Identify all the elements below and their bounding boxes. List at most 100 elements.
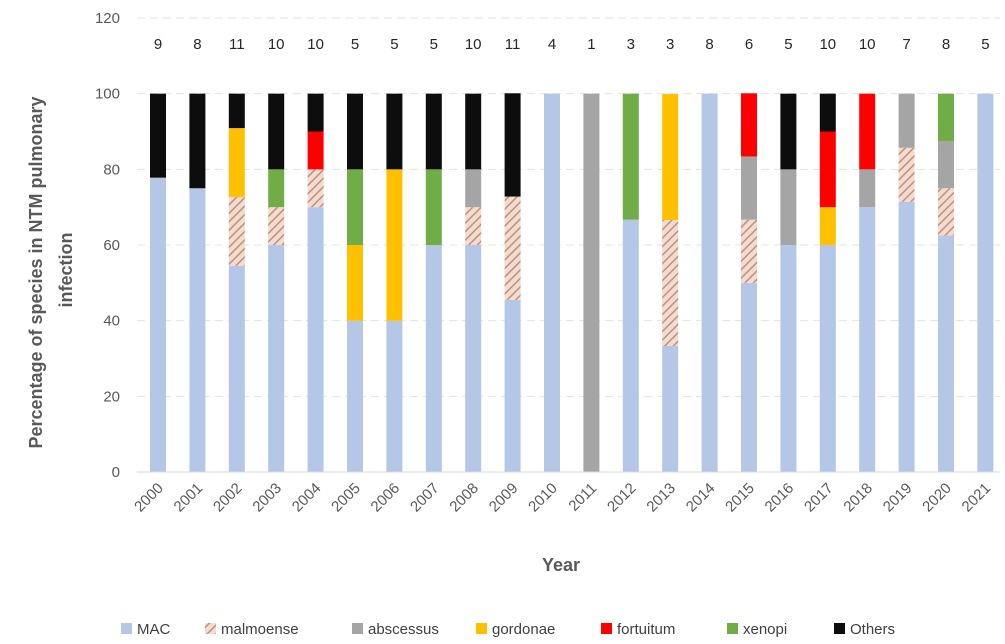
x-tick-label: 2009 bbox=[486, 480, 522, 516]
bar-segment-malmoense bbox=[741, 219, 757, 283]
y-tick-label: 120 bbox=[95, 10, 120, 27]
bar-segment-malmoense bbox=[938, 188, 954, 236]
bar-segment-others bbox=[228, 93, 245, 129]
count-label: 10 bbox=[307, 36, 324, 53]
y-tick-label: 60 bbox=[103, 237, 120, 254]
count-label: 5 bbox=[390, 36, 398, 53]
count-label: 10 bbox=[465, 36, 482, 53]
bar-segment-malmoense bbox=[662, 220, 679, 347]
count-label: 5 bbox=[784, 36, 792, 53]
count-label: 3 bbox=[666, 36, 674, 53]
y-axis-title-line-2: infection bbox=[56, 233, 76, 308]
legend-swatch-gordonae bbox=[476, 623, 487, 634]
x-tick-label: 2015 bbox=[722, 480, 758, 516]
bar-segment-gordonae bbox=[347, 245, 363, 321]
count-label: 7 bbox=[902, 36, 910, 53]
bar-segment-abscessus bbox=[780, 169, 797, 245]
count-label: 10 bbox=[819, 36, 836, 53]
bar-segment-others bbox=[425, 93, 442, 170]
bar-segment-others bbox=[780, 93, 797, 170]
y-tick-label: 20 bbox=[103, 388, 120, 405]
count-label: 11 bbox=[505, 36, 521, 53]
count-label: 11 bbox=[229, 36, 245, 53]
bar-segment-xenopi bbox=[268, 169, 285, 208]
legend-swatch-mac bbox=[121, 623, 132, 634]
x-tick-label: 2008 bbox=[446, 480, 482, 516]
bar-segment-abscessus bbox=[583, 93, 600, 473]
bar-segment-malmoense bbox=[228, 196, 245, 266]
count-label: 5 bbox=[430, 36, 438, 53]
bar-segment-mac bbox=[938, 235, 954, 472]
bar-segment-malmoense bbox=[307, 169, 324, 208]
legend-label-xenopi: xenopi bbox=[743, 621, 787, 638]
legend-label-others: Others bbox=[850, 621, 895, 638]
x-tick-label: 2001 bbox=[171, 480, 207, 516]
bar-segment-abscessus bbox=[898, 93, 915, 148]
bar-segment-mac bbox=[859, 207, 876, 472]
bar-segment-mac bbox=[741, 282, 757, 472]
count-label: 8 bbox=[942, 36, 950, 53]
bar-segment-others bbox=[189, 93, 206, 189]
bar-segment-fortuitum bbox=[307, 131, 324, 170]
x-tick-label: 2002 bbox=[210, 480, 246, 516]
y-tick-labels: 0 20 40 60 80 100 120 bbox=[95, 10, 120, 481]
bar-segment-others bbox=[819, 93, 836, 132]
x-tick-labels: 2000 2001 2002 2003 2004 2005 2006 2007 2008 2009… bbox=[131, 480, 994, 516]
count-label: 9 bbox=[154, 36, 162, 53]
legend-swatch-others bbox=[834, 623, 845, 634]
bar-segment-mac bbox=[504, 299, 521, 472]
bar-segment-abscessus bbox=[465, 169, 482, 208]
legend-label-gordonae: gordonae bbox=[492, 621, 555, 638]
legend-swatch-xenopi bbox=[727, 623, 738, 634]
x-tick-label: 2018 bbox=[840, 480, 876, 516]
bar-segment-mac bbox=[228, 265, 245, 472]
bar-segment-mac bbox=[386, 320, 403, 472]
bar-segment-malmoense bbox=[268, 207, 285, 245]
y-tick-label: 40 bbox=[103, 313, 120, 330]
legend-swatch-abscessus bbox=[352, 623, 363, 634]
bar-segment-others bbox=[268, 93, 285, 170]
x-tick-label: 2013 bbox=[643, 480, 679, 516]
bar-segment-malmoense bbox=[465, 207, 482, 245]
legend-swatch-malmoense bbox=[205, 623, 216, 634]
x-tick-label: 2007 bbox=[407, 480, 443, 516]
x-axis-title: Year bbox=[542, 555, 580, 575]
legend-label-malmoense: malmoense bbox=[221, 621, 299, 638]
count-label: 3 bbox=[627, 36, 635, 53]
x-tick-label: 2000 bbox=[131, 480, 167, 516]
count-label: 5 bbox=[981, 36, 989, 53]
bar-segment-xenopi bbox=[622, 93, 639, 220]
count-label: 10 bbox=[268, 36, 285, 53]
bar-segment-mac bbox=[347, 320, 363, 472]
bar-segment-abscessus bbox=[859, 169, 876, 208]
x-tick-label: 2014 bbox=[683, 480, 719, 516]
bar-segment-mac bbox=[465, 245, 482, 472]
bar-segment-others bbox=[504, 93, 521, 197]
legend-label-abscessus: abscessus bbox=[368, 621, 439, 638]
bar-segment-gordonae bbox=[386, 169, 403, 321]
bar-segment-mac bbox=[150, 177, 166, 472]
bar-segment-mac bbox=[977, 93, 994, 473]
bar-segment-malmoense bbox=[504, 196, 521, 300]
bar-segment-mac bbox=[544, 93, 560, 473]
y-axis-title: Percentage of species in NTM pulmonary i… bbox=[26, 91, 76, 448]
x-tick-label: 2020 bbox=[919, 480, 955, 516]
bar-segment-abscessus bbox=[938, 140, 954, 189]
legend-label-fortuitum: fortuitum bbox=[617, 621, 675, 638]
bar-segment-abscessus bbox=[741, 156, 757, 220]
x-tick-label: 2016 bbox=[762, 480, 798, 516]
count-label: 8 bbox=[193, 36, 201, 53]
bar-segment-malmoense bbox=[898, 147, 915, 202]
x-tick-label: 2017 bbox=[801, 480, 837, 516]
x-tick-label: 2005 bbox=[328, 480, 364, 516]
bar-segment-fortuitum bbox=[819, 131, 836, 208]
x-tick-label: 2019 bbox=[880, 480, 916, 516]
bar-segment-mac bbox=[268, 245, 285, 472]
count-label: 8 bbox=[705, 36, 713, 53]
count-label: 6 bbox=[745, 36, 753, 53]
bar-segment-gordonae bbox=[228, 128, 245, 197]
x-tick-label: 2003 bbox=[249, 480, 285, 516]
legend-label-mac: MAC bbox=[137, 621, 171, 638]
bar-segment-others bbox=[347, 93, 363, 170]
